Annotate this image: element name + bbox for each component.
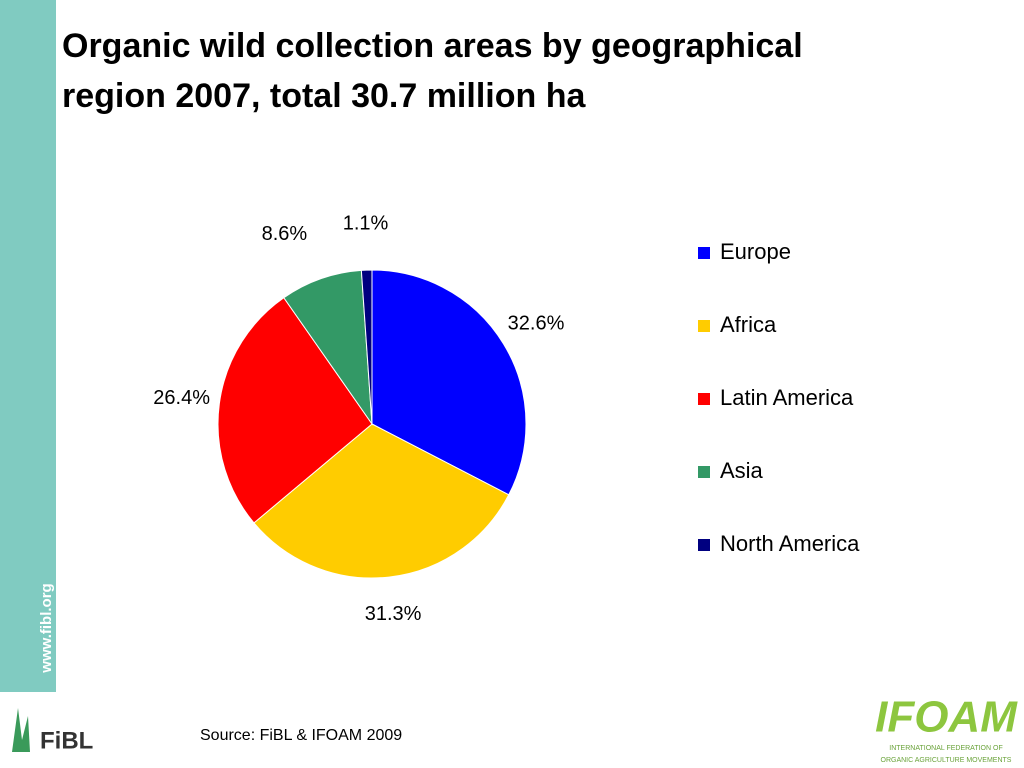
ifoam-line: ORGANIC AGRICULTURE MOVEMENTS — [881, 757, 1012, 764]
ifoam-name: IFOAM — [875, 693, 1018, 742]
legend-label: Europe — [720, 239, 791, 264]
legend-label: North America — [720, 531, 860, 556]
pie-slice — [360, 269, 373, 425]
legend-swatch — [698, 320, 710, 332]
ifoam-line: INTERNATIONAL FEDERATION OF — [889, 745, 1002, 752]
data-label: 8.6% — [262, 223, 308, 245]
sidebar — [0, 0, 56, 692]
fibl-logo: FiBL — [12, 708, 93, 754]
legend-label: Asia — [720, 458, 764, 483]
pie-slice — [217, 297, 373, 524]
chart-title: Organic wild collection areas by geograp… — [62, 27, 803, 115]
pie-slice — [253, 423, 510, 579]
fibl-name: FiBL — [40, 727, 93, 754]
data-label: 31.3% — [365, 603, 422, 625]
fibl-icon — [12, 708, 30, 752]
ifoam-logo: IFOAM INTERNATIONAL FEDERATION OF ORGANI… — [875, 693, 1018, 764]
legend-swatch — [698, 393, 710, 405]
source: Source: FiBL & IFOAM 2009 — [200, 727, 402, 744]
legend-swatch — [698, 247, 710, 259]
legend-swatch — [698, 466, 710, 478]
legend-label: Latin America — [720, 385, 854, 410]
data-label: 1.1% — [343, 212, 389, 234]
legend-swatch — [698, 539, 710, 551]
pie-slice — [371, 269, 527, 496]
legend-label: Africa — [720, 312, 777, 337]
data-label: 32.6% — [508, 312, 565, 334]
sidebar-url: www.fibl.org — [38, 583, 55, 673]
data-label: 26.4% — [153, 387, 210, 409]
pie-slice — [283, 269, 373, 426]
